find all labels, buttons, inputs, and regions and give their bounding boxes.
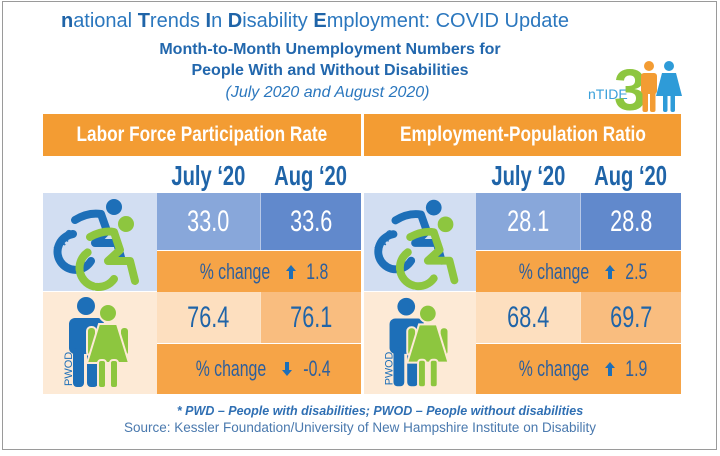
wheelchair-icon: PWD	[373, 199, 459, 290]
panel-employment-population-ratio: Employment-Population Ratio July ‘20 Aug…	[364, 114, 681, 394]
value-pwod-july: 76.4	[157, 292, 260, 343]
title-segment: D	[227, 10, 243, 32]
column-header-aug: Aug ‘20	[594, 160, 667, 191]
title-segment: I	[205, 10, 212, 32]
change-row-pwod: % change 1.9	[476, 343, 681, 394]
column-header-july: July ‘20	[171, 160, 246, 191]
person-blue-icon	[656, 61, 682, 112]
logo-numeral: 3	[614, 58, 646, 114]
man-woman-icon: PWOD	[383, 297, 450, 388]
value-pwd-july: 28.1	[476, 193, 580, 250]
man-woman-icon: PWOD	[63, 296, 131, 389]
title-segment: mployment: COVID Update	[326, 10, 570, 32]
pwd-group-cell: PWD	[43, 193, 157, 292]
change-label: % change	[199, 258, 270, 284]
title-segment: ational	[73, 10, 138, 32]
value-pwd-july: 33.0	[157, 193, 260, 250]
date-range: (July 2020 and August 2020)	[225, 84, 430, 101]
pwod-label: PWOD	[383, 351, 395, 385]
value-pwd-aug: 28.8	[580, 193, 681, 250]
pwd-group-cell: PWD	[364, 193, 476, 292]
subtitle-line-2: People With and Without Disabilities	[191, 62, 469, 79]
change-row-pwd: % change 1.8	[157, 250, 361, 292]
person-orange-icon	[641, 61, 657, 112]
change-label: % change	[195, 356, 267, 381]
infographic-border	[2, 1, 717, 450]
arrow-up-icon	[605, 264, 616, 279]
change-value: 1.9	[625, 356, 648, 381]
title-segment: T	[137, 10, 150, 32]
panel-title: Labor Force Participation Rate	[43, 114, 361, 156]
source-credit: Source: Kessler Foundation/University of…	[124, 420, 596, 435]
arrow-up-icon	[285, 264, 296, 279]
wheelchair-icon: PWD	[52, 198, 139, 291]
ntide-logo: nTIDE 3	[585, 58, 685, 123]
change-row-pwd: % change 2.5	[476, 250, 681, 292]
pwod-group-cell: PWOD	[43, 292, 157, 394]
arrow-up-icon	[605, 362, 616, 376]
change-label: % change	[518, 356, 590, 381]
logo-text: nTIDE	[588, 86, 628, 102]
value-pwd-aug: 33.6	[260, 193, 361, 250]
title-segment: isability	[242, 10, 314, 32]
title-segment: n	[60, 10, 74, 32]
column-header-aug: Aug ‘20	[274, 160, 347, 191]
pwod-label: PWOD	[63, 351, 75, 385]
change-row-pwod: % change -0.4	[157, 343, 361, 394]
change-value: 1.8	[305, 258, 328, 284]
subtitle-line-1: Month-to-Month Unemployment Numbers for	[159, 41, 501, 58]
value-pwod-aug: 69.7	[580, 292, 681, 343]
change-label: % change	[518, 258, 590, 284]
column-header-july: July ‘20	[491, 160, 565, 191]
footnote: * PWD – People with disabilities; PWOD –…	[176, 404, 584, 418]
title-segment: rends	[149, 10, 206, 32]
title-segment: n	[211, 10, 228, 32]
value-pwod-july: 68.4	[476, 292, 580, 343]
panel-title: Employment-Population Ratio	[364, 114, 681, 156]
change-value: -0.4	[303, 356, 331, 381]
title-segment: E	[313, 10, 327, 32]
change-value: 2.5	[625, 258, 648, 284]
value-pwod-aug: 76.1	[260, 292, 361, 343]
pwod-group-cell: PWOD	[364, 292, 476, 394]
panel-labor-force-participation: Labor Force Participation Rate July ‘20 …	[43, 114, 361, 394]
main-title: national Trends In Disability Employment…	[0, 10, 630, 33]
arrow-down-icon	[281, 362, 292, 376]
